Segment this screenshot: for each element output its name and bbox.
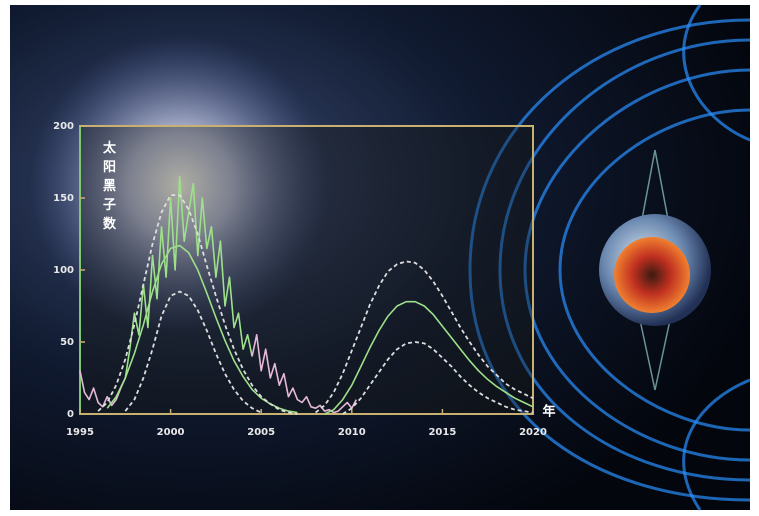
x-tick-label: 2005: [247, 427, 275, 438]
y-tick-label: 150: [53, 193, 74, 204]
y-axis-label: 太阳黑子数: [102, 140, 117, 232]
x-tick-label: 2000: [157, 427, 185, 438]
earth-core: [614, 237, 690, 313]
x-tick-label: 1995: [66, 427, 94, 438]
x-tick-label: 2015: [428, 427, 456, 438]
y-tick-label: 0: [67, 409, 74, 420]
y-tick-label: 100: [53, 265, 74, 276]
plot-frame: [80, 126, 533, 414]
y-tick-label: 50: [60, 337, 74, 348]
chart: 太阳黑子数 年 0 50 100 150 200 1995 2000 2005 2010 2015…: [0, 0, 759, 516]
x-tick-label: 2010: [338, 427, 366, 438]
y-tick-label: 200: [53, 121, 74, 132]
x-axis-label: 年: [542, 404, 555, 420]
x-tick-label: 2020: [519, 427, 547, 438]
